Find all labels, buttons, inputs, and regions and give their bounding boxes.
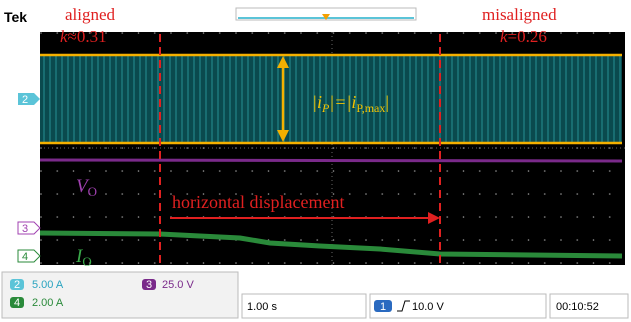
readout: 4 bbox=[14, 297, 20, 309]
annotation: misaligned bbox=[482, 5, 557, 24]
readout: 3 bbox=[146, 279, 152, 291]
value: ≈0.31 bbox=[68, 27, 107, 46]
channel-label: 2 bbox=[22, 94, 28, 106]
annotation: aligned bbox=[65, 5, 116, 24]
scope-figure: Tek aligned k≈0.31 misaligned k=0.26 |i P… bbox=[0, 0, 631, 322]
channel-label: 3 bbox=[22, 223, 28, 235]
readout: 5.00 A bbox=[32, 279, 64, 291]
annotation: k≈0.31 bbox=[60, 27, 107, 46]
readout: 1 bbox=[380, 301, 386, 313]
formula-part: P,max bbox=[356, 101, 385, 115]
readout-box bbox=[370, 294, 546, 318]
formula-part: |=|i bbox=[329, 92, 356, 112]
readout: 1.00 s bbox=[247, 301, 277, 313]
value: =0.26 bbox=[508, 27, 547, 46]
brand: Tek bbox=[4, 9, 27, 25]
readout: 00:10:52 bbox=[556, 301, 599, 313]
subscript: O bbox=[82, 254, 91, 269]
readout: 10.0 V bbox=[412, 301, 444, 313]
formula-part: |i bbox=[312, 92, 322, 112]
formula-part: | bbox=[385, 92, 389, 112]
readout: 2 bbox=[14, 279, 20, 291]
displacement-label: horizontal displacement bbox=[172, 192, 344, 212]
readout: 25.0 V bbox=[162, 279, 194, 291]
voltage-trace bbox=[40, 160, 622, 161]
readout: 2.00 A bbox=[32, 297, 64, 309]
annotation: k=0.26 bbox=[500, 27, 547, 46]
subscript: O bbox=[88, 184, 97, 199]
channel-label: 4 bbox=[22, 251, 28, 263]
